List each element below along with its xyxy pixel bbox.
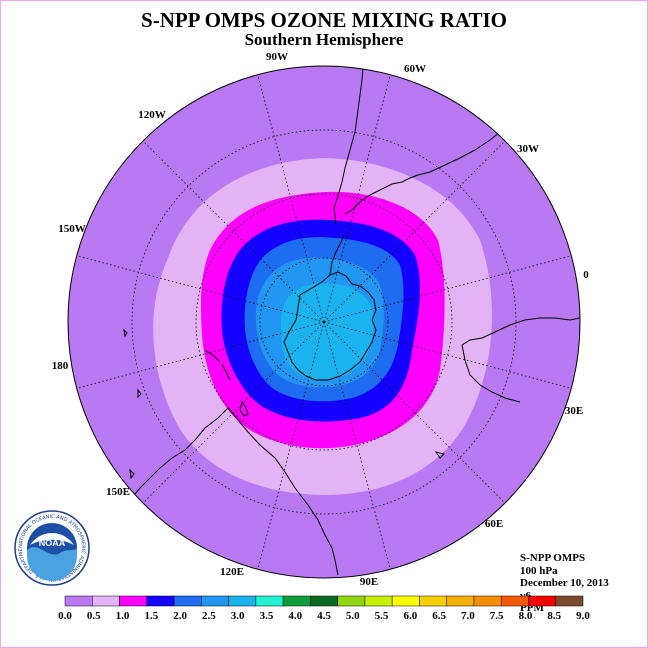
ozone-contour-3.0 bbox=[280, 283, 374, 380]
lon-label-150w: 150W bbox=[58, 223, 86, 235]
latitude-circle-1 bbox=[259, 257, 389, 387]
meridian-line-9 bbox=[142, 140, 325, 323]
lon-label-60w: 60W bbox=[404, 63, 426, 75]
latitude-circle-2 bbox=[195, 193, 453, 451]
lon-label-30w: 30W bbox=[517, 143, 539, 155]
new-zealand-coastline bbox=[204, 349, 231, 381]
lon-label-0: 0 bbox=[583, 269, 589, 281]
meridian-line-11 bbox=[323, 74, 391, 323]
indian-ocean-islands-coastline bbox=[123, 328, 445, 480]
info-units: PPM bbox=[520, 602, 544, 614]
lat-lon-graticule bbox=[76, 74, 572, 570]
south-america-coastline bbox=[333, 67, 506, 225]
meridian-line-4 bbox=[323, 321, 391, 570]
africa-coastline bbox=[461, 317, 580, 403]
tasmania-coastline bbox=[239, 400, 249, 417]
lon-label-150e: 150E bbox=[106, 486, 130, 498]
australia-coastline bbox=[129, 407, 339, 576]
info-level: 100 hPa bbox=[520, 564, 558, 577]
lon-label-60e: 60E bbox=[485, 518, 503, 530]
map-subtitle: Southern Hemisphere bbox=[244, 30, 404, 49]
latitude-circle-3 bbox=[131, 129, 517, 515]
longitude-labels: 90W 60W 120W 30W 150W 0 180 30E 150E 60E 120E 90E bbox=[52, 51, 590, 588]
meridian-line-10 bbox=[257, 74, 325, 323]
meridian-line-5 bbox=[257, 321, 325, 570]
info-block: S-NPP OMPS 100 hPa December 10, 2013 v6 … bbox=[520, 552, 609, 615]
meridian-line-12 bbox=[323, 140, 506, 323]
info-date: December 10, 2013 bbox=[520, 577, 609, 589]
meridian-line-1 bbox=[323, 255, 572, 323]
coastlines bbox=[123, 67, 580, 576]
info-version: v6 bbox=[520, 589, 531, 602]
antarctic-peninsula-coastline bbox=[329, 235, 345, 276]
lon-label-90e: 90E bbox=[360, 576, 378, 588]
map-boundary bbox=[67, 65, 581, 579]
meridian-line-3 bbox=[323, 321, 506, 504]
map-title: S-NPP OMPS OZONE MIXING RATIO bbox=[141, 8, 507, 32]
antarctica-coastline bbox=[283, 271, 377, 381]
lon-label-120e: 120E bbox=[220, 566, 244, 578]
meridian-line-8 bbox=[76, 255, 325, 323]
meridian-line-7 bbox=[76, 321, 325, 389]
info-instrument: S-NPP OMPS bbox=[520, 552, 586, 564]
meridian-line-6 bbox=[142, 321, 325, 504]
lon-label-120w: 120W bbox=[138, 109, 166, 121]
lon-label-90w: 90W bbox=[266, 51, 288, 63]
lon-label-180: 180 bbox=[52, 360, 69, 372]
meridian-line-2 bbox=[323, 321, 572, 389]
lon-label-30e: 30E bbox=[565, 405, 583, 417]
